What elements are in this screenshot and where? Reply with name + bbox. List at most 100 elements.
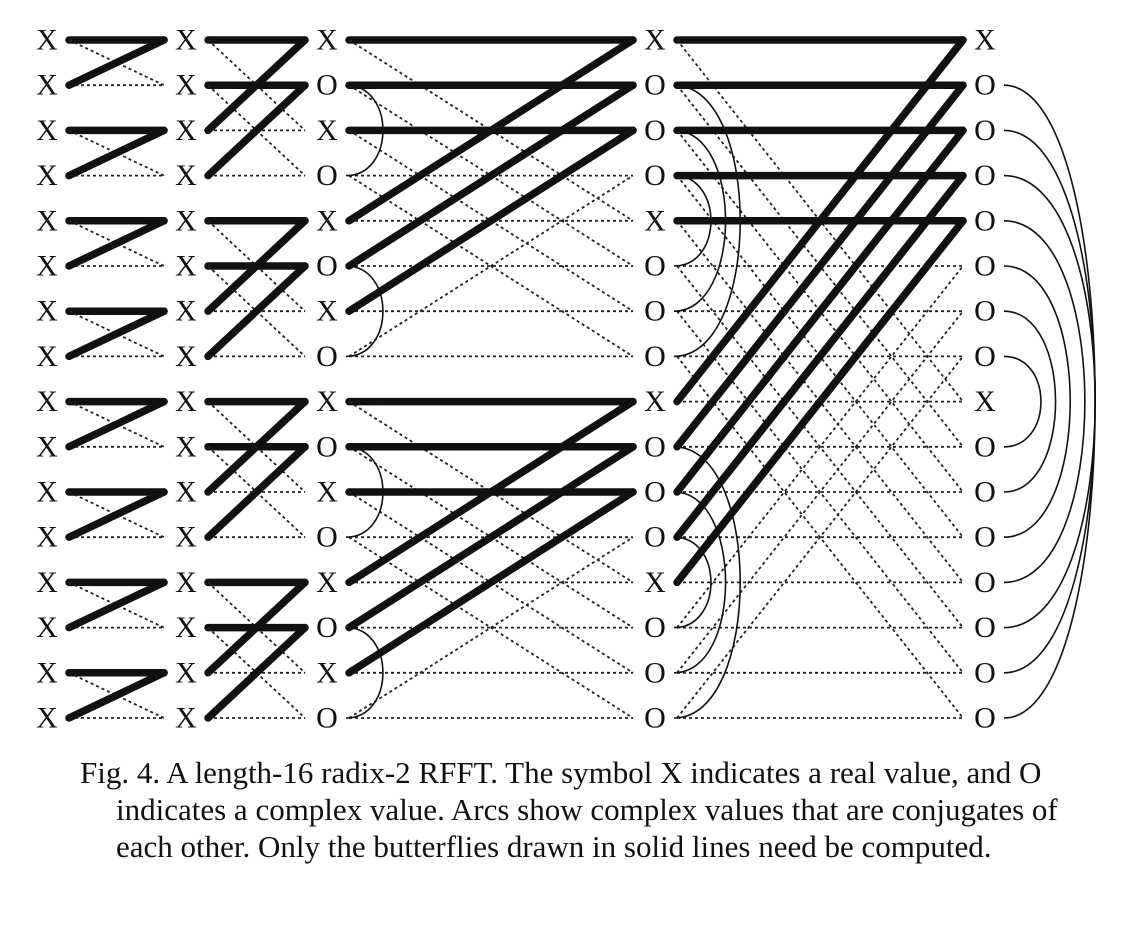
conjugate-arc-s2-13-15 [345, 626, 384, 719]
node-stage-3-9: O [644, 430, 666, 463]
solid-branch-s1-r3-cross [204, 81, 309, 180]
solid-branch-s1-r6-cross [204, 217, 309, 315]
solid-branch-s0-r7-cross [65, 307, 168, 361]
conjugate-arc-s2-5-7 [345, 265, 384, 358]
conjugate-arc-s3-11-13 [673, 536, 712, 629]
node-stage-1-1: X [175, 69, 197, 102]
conjugate-arc-s3-3-5 [673, 174, 712, 267]
butterfly-lines [65, 36, 967, 722]
node-stage-1-0: X [175, 24, 197, 57]
node-symbols: XXXXXXXXXXXXXXXXXXXXXXXXXXXXXXXXXOXOXOXO… [36, 24, 996, 735]
node-stage-2-14: X [316, 656, 338, 689]
node-output-4: O [974, 204, 996, 237]
conjugate-arc-s2-1-3 [345, 84, 384, 177]
node-stage-2-7: O [316, 340, 338, 373]
node-stage-1-8: X [175, 385, 197, 418]
node-stage-3-5: O [644, 250, 666, 283]
node-stage-2-11: O [316, 521, 338, 554]
solid-branch-s1-r2-cross [204, 36, 309, 135]
conjugate-arc-s4-6-10 [1003, 310, 1057, 493]
node-input-10: X [36, 476, 58, 509]
node-output-8: X [974, 385, 996, 418]
node-input-7: X [36, 340, 58, 373]
node-stage-1-10: X [175, 476, 197, 509]
figure-caption: Fig. 4. A length-16 radix-2 RFFT. The sy… [80, 755, 1058, 864]
node-stage-2-2: X [316, 114, 338, 147]
node-stage-3-7: O [644, 340, 666, 373]
node-stage-1-2: X [175, 114, 197, 147]
node-output-1: O [974, 69, 996, 102]
node-output-13: O [974, 611, 996, 644]
node-output-0: X [974, 24, 996, 57]
node-stage-3-6: O [644, 295, 666, 328]
solid-branch-s0-r3-cross [65, 126, 168, 180]
node-stage-2-5: O [316, 250, 338, 283]
solid-branch-s1-r11-cross [204, 443, 309, 541]
node-input-8: X [36, 385, 58, 418]
solid-branch-s2-r14-cross [345, 488, 637, 677]
conjugate-arc-s3-1-7 [673, 84, 742, 358]
node-stage-3-0: X [644, 24, 666, 57]
solid-branch-s1-r7-cross [204, 262, 309, 361]
solid-branch-s3-r12-cross [673, 217, 967, 587]
dotted-branch-s3-r14-cross [676, 310, 964, 674]
node-stage-1-5: X [175, 250, 197, 283]
conjugate-arcs [345, 84, 1096, 719]
node-input-14: X [36, 656, 58, 689]
node-output-14: O [974, 656, 996, 689]
node-stage-3-12: X [644, 566, 666, 599]
node-input-0: X [36, 24, 58, 57]
node-stage-3-8: X [644, 385, 666, 418]
node-input-15: X [36, 702, 58, 735]
node-stage-1-13: X [175, 611, 197, 644]
solid-branch-s3-r9-cross [673, 81, 967, 451]
node-input-1: X [36, 69, 58, 102]
node-input-6: X [36, 295, 58, 328]
solid-branch-s3-r11-cross [673, 171, 967, 541]
solid-branch-s3-r10-cross [673, 126, 967, 496]
node-input-2: X [36, 114, 58, 147]
node-stage-3-13: O [644, 611, 666, 644]
solid-branch-s0-r15-cross [65, 669, 168, 722]
node-output-15: O [974, 702, 996, 735]
node-stage-2-4: X [316, 204, 338, 237]
dotted-branch-s3-r13-cross [676, 265, 964, 629]
node-input-9: X [36, 430, 58, 463]
solid-branch-s2-r13-cross [345, 443, 637, 632]
conjugate-arc-s4-2-14 [1003, 129, 1096, 674]
node-stage-3-15: O [644, 702, 666, 735]
conjugate-arc-s4-7-9 [1003, 355, 1042, 448]
node-input-12: X [36, 566, 58, 599]
node-stage-1-14: X [175, 656, 197, 689]
node-stage-3-1: O [644, 69, 666, 102]
conjugate-arc-s3-2-6 [673, 129, 727, 312]
solid-branch-s3-r8-cross [673, 36, 967, 406]
node-stage-2-0: X [316, 24, 338, 57]
node-output-10: O [974, 476, 996, 509]
node-stage-1-7: X [175, 340, 197, 373]
node-stage-1-9: X [175, 430, 197, 463]
conjugate-arc-s4-1-15 [1003, 84, 1096, 719]
dotted-branch-s2-r15-cross [348, 536, 634, 719]
node-stage-1-6: X [175, 295, 197, 328]
node-output-5: O [974, 250, 996, 283]
node-stage-2-12: X [316, 566, 338, 599]
solid-branch-s2-r6-cross [345, 126, 637, 315]
node-input-13: X [36, 611, 58, 644]
node-stage-2-13: O [316, 611, 338, 644]
solid-branch-s0-r9-cross [65, 397, 168, 451]
node-stage-1-11: X [175, 521, 197, 554]
solid-branch-s0-r11-cross [65, 488, 168, 541]
node-stage-1-3: X [175, 159, 197, 192]
node-stage-2-15: O [316, 702, 338, 735]
conjugate-arc-s3-10-14 [673, 491, 727, 674]
node-stage-1-15: X [175, 702, 197, 735]
conjugate-arc-s2-9-11 [345, 446, 384, 538]
node-input-5: X [36, 250, 58, 283]
conjugate-arc-s4-3-13 [1003, 174, 1096, 629]
node-output-9: O [974, 430, 996, 463]
conjugate-arc-s3-9-15 [673, 446, 742, 719]
solid-branch-s1-r10-cross [204, 397, 309, 496]
node-stage-3-11: O [644, 521, 666, 554]
node-input-4: X [36, 204, 58, 237]
